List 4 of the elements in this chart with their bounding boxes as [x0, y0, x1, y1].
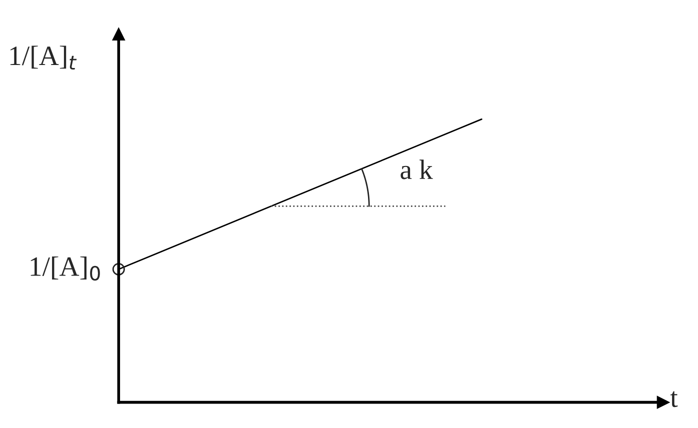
x-axis-title: t [670, 391, 678, 408]
annotation: a k [400, 160, 433, 180]
y-axis-title: 1/[A]$_{t}$ [10, 46, 77, 70]
text: 1/[A]$_{0}$ [30, 256, 100, 281]
